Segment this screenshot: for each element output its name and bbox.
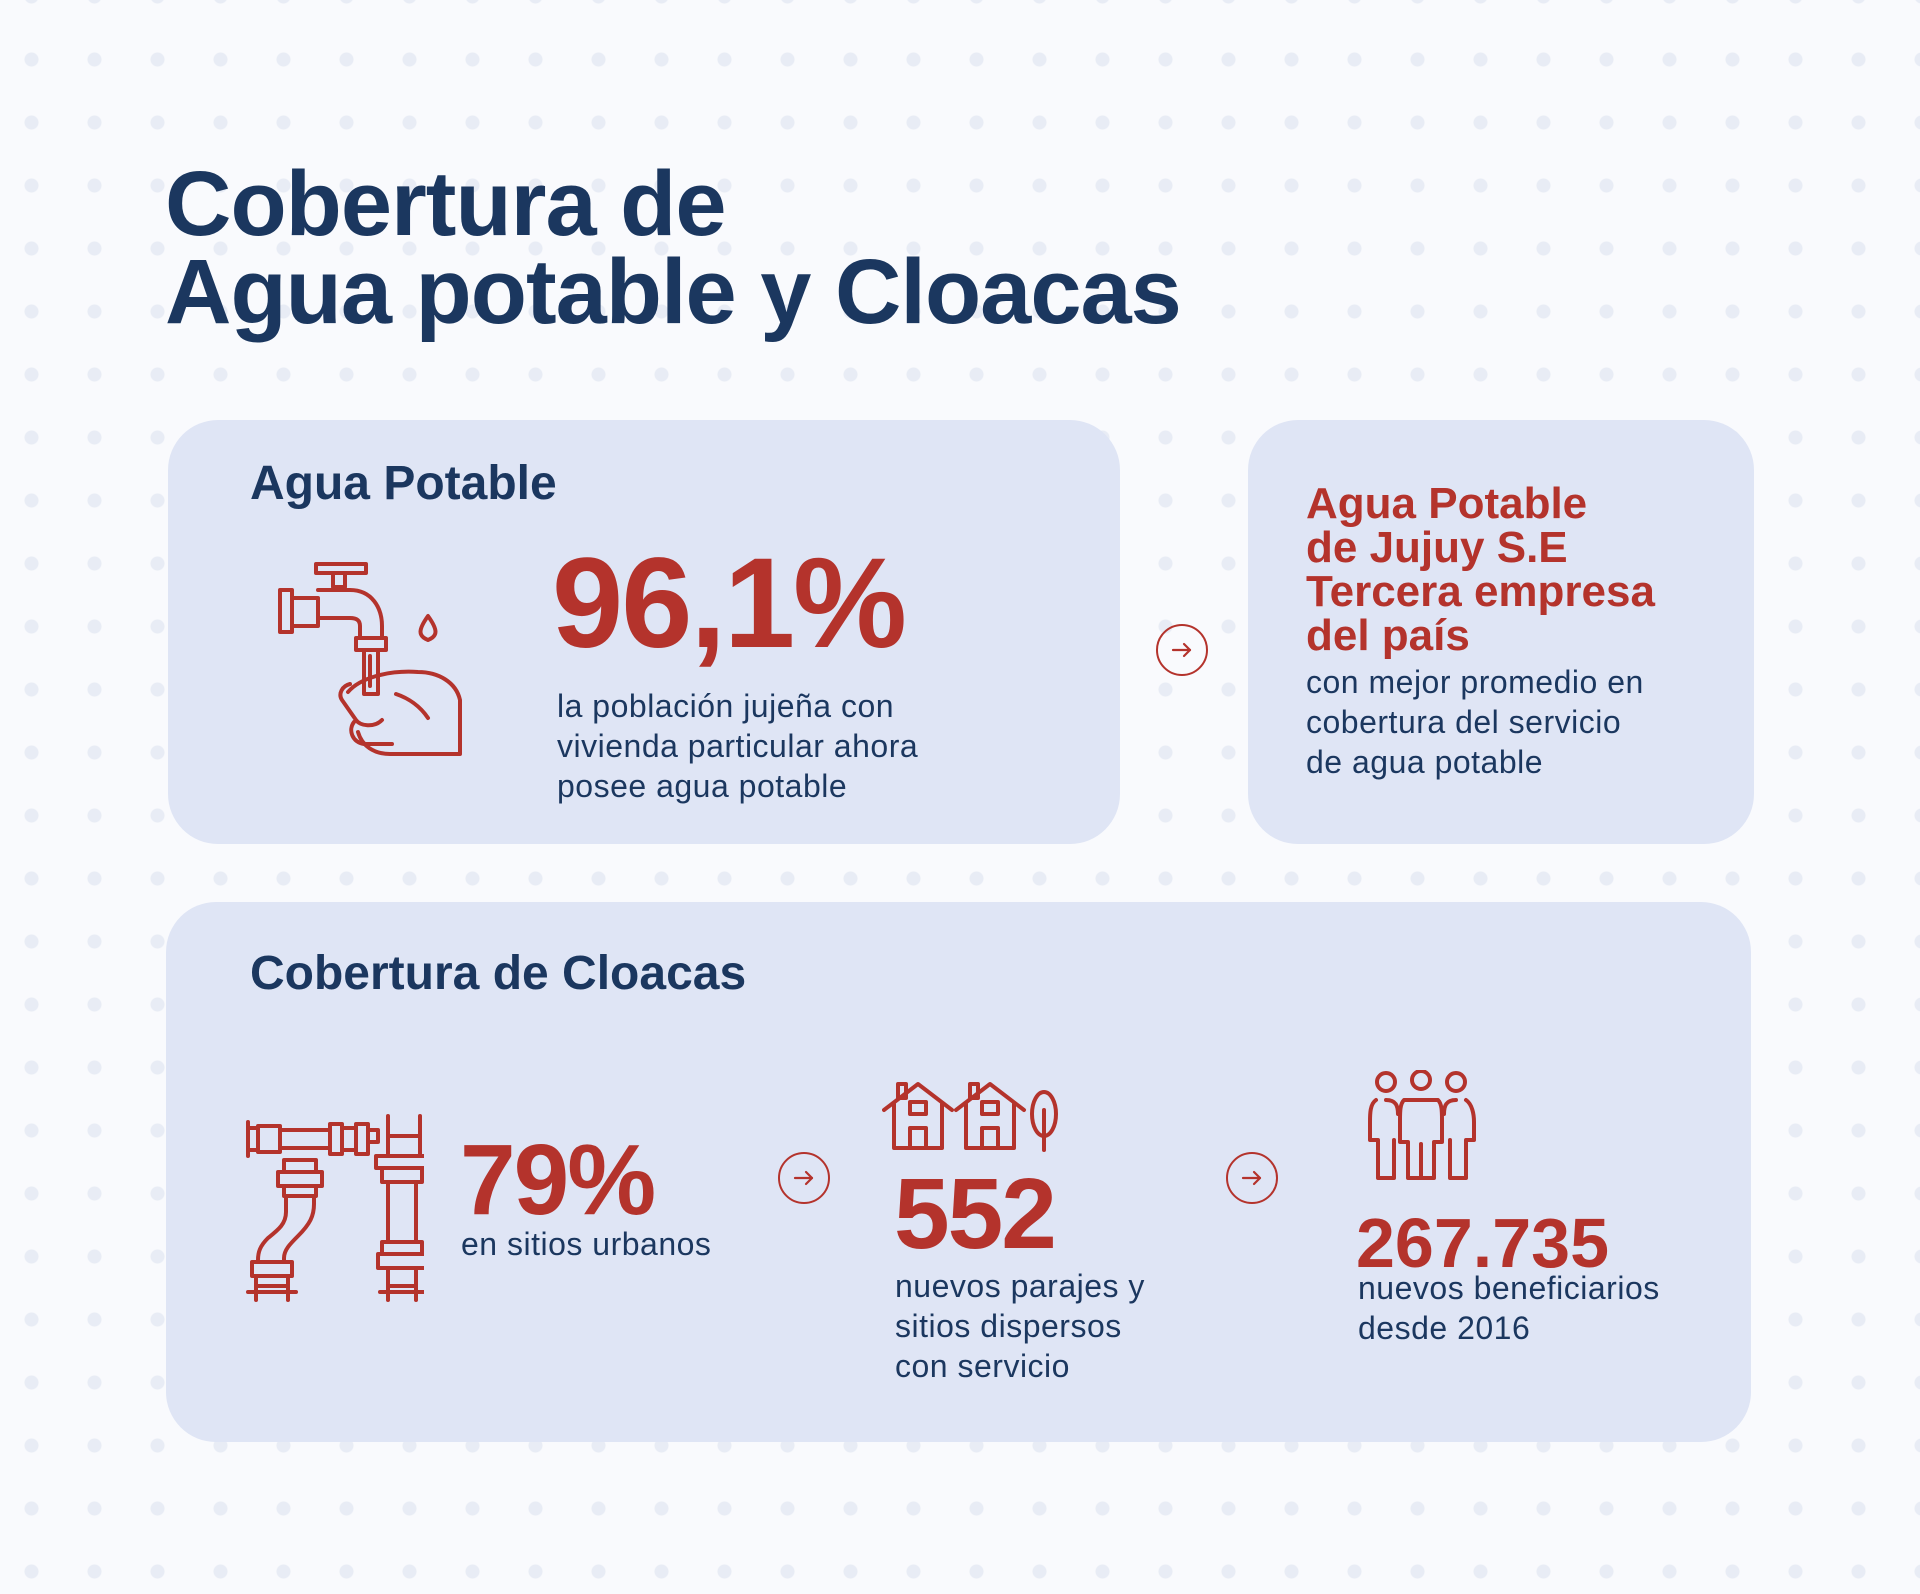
cloacas-beneficiarios-value: 267.735 — [1356, 1204, 1610, 1282]
cloacas-urban-desc-line: en sitios urbanos — [461, 1226, 712, 1262]
people-group-icon — [1368, 1070, 1476, 1180]
faucet-hand-icon — [278, 562, 462, 756]
empresa-heading-line: de Jujuy S.E — [1306, 523, 1568, 572]
page-title: Cobertura de Agua potable y Cloacas — [165, 153, 1182, 343]
pipes-icon — [246, 1114, 424, 1302]
cloacas-heading: Cobertura de Cloacas — [250, 947, 747, 1000]
agua-desc-line: la población jujeña con — [557, 688, 895, 724]
cloacas-parajes-desc-line: con servicio — [895, 1348, 1070, 1384]
houses-tree-icon — [882, 1082, 1058, 1152]
agua-percent: 96,1% — [552, 532, 907, 675]
cloacas-parajes-value: 552 — [894, 1158, 1057, 1270]
empresa-card: Agua Potable de Jujuy S.E Tercera empres… — [1248, 420, 1754, 844]
empresa-heading: Agua Potable de Jujuy S.E Tercera empres… — [1306, 482, 1655, 658]
cloacas-beneficiarios-desc-line: nuevos beneficiarios — [1358, 1270, 1660, 1306]
empresa-desc-line: con mejor promedio en — [1306, 664, 1644, 700]
page-title-line-2: Agua potable y Cloacas — [165, 241, 1182, 343]
empresa-desc-line: de agua potable — [1306, 744, 1544, 780]
page-title-line-1: Cobertura de — [165, 153, 727, 255]
cloacas-beneficiarios-description: nuevos beneficiarios desde 2016 — [1358, 1268, 1660, 1348]
cloacas-card: Cobertura de Cloacas 79% — [166, 902, 1751, 1442]
cloacas-urban-description: en sitios urbanos — [461, 1224, 711, 1264]
empresa-description: con mejor promedio en cobertura del serv… — [1306, 662, 1644, 782]
cloacas-parajes-desc-line: nuevos parajes y — [895, 1268, 1145, 1304]
cloacas-beneficiarios-desc-line: desde 2016 — [1358, 1310, 1531, 1346]
empresa-desc-line: cobertura del servicio — [1306, 704, 1622, 740]
empresa-heading-line: Agua Potable — [1306, 479, 1588, 528]
agua-potable-heading: Agua Potable — [250, 457, 557, 510]
cloacas-parajes-desc-line: sitios dispersos — [895, 1308, 1122, 1344]
arrow-right-circle-icon — [1156, 624, 1208, 676]
agua-desc-line: posee agua potable — [557, 768, 848, 804]
empresa-heading-line: del país — [1306, 611, 1470, 660]
cloacas-urban-value: 79% — [460, 1124, 656, 1236]
arrow-right-circle-icon — [1226, 1152, 1278, 1204]
empresa-heading-line: Tercera empresa — [1306, 567, 1655, 616]
agua-desc-line: vivienda particular ahora — [557, 728, 919, 764]
agua-potable-card: Agua Potable 96,1% la población jujeña c… — [168, 420, 1120, 844]
cloacas-parajes-description: nuevos parajes y sitios dispersos con se… — [895, 1266, 1145, 1386]
agua-description: la población jujeña con vivienda particu… — [557, 686, 918, 806]
arrow-right-circle-icon — [778, 1152, 830, 1204]
